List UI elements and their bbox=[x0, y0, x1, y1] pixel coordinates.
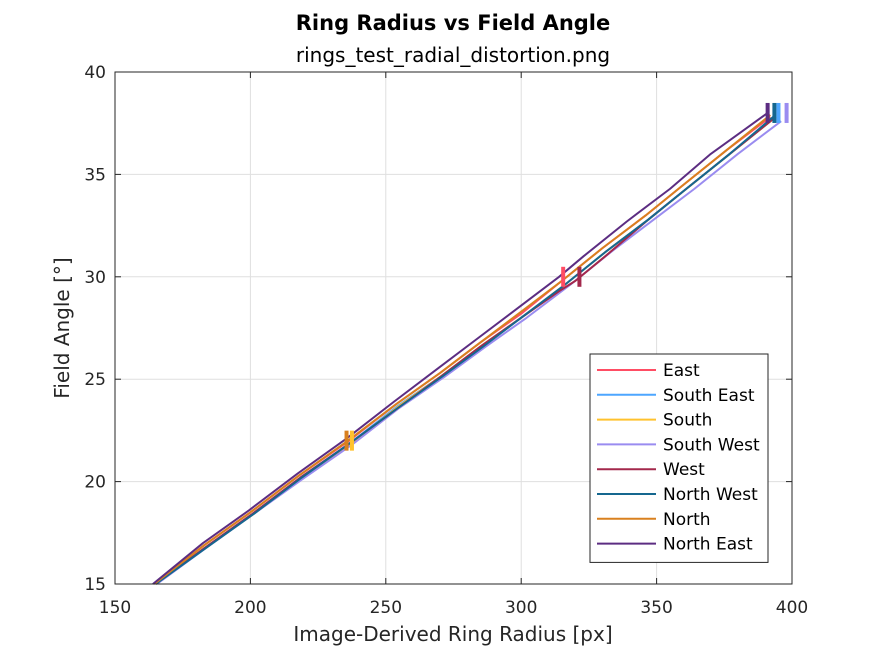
legend-label-south-east: South East bbox=[663, 386, 755, 406]
legend-label-south: South bbox=[663, 411, 712, 431]
y-axis-label: Field Angle [°] bbox=[50, 257, 74, 398]
legend-label-north: North bbox=[663, 510, 711, 530]
x-tick-label: 350 bbox=[640, 598, 672, 618]
x-tick-label: 300 bbox=[505, 598, 537, 618]
series-layer bbox=[152, 102, 789, 585]
legend-label-east: East bbox=[663, 361, 700, 381]
legend-label-south-west: South West bbox=[663, 435, 760, 455]
series-line-north-east bbox=[152, 112, 769, 585]
y-tick-label: 30 bbox=[84, 268, 106, 288]
y-tick-label: 35 bbox=[84, 165, 106, 185]
x-axis-label: Image-Derived Ring Radius [px] bbox=[293, 622, 612, 646]
legend-label-north-east: North East bbox=[663, 535, 753, 555]
x-tick-label: 200 bbox=[234, 598, 266, 618]
series-line-north bbox=[153, 114, 771, 585]
tick-labels: 150 200 250 300 350 400 15 20 25 30 35 40 bbox=[84, 63, 808, 618]
y-tick-label: 25 bbox=[84, 370, 106, 390]
legend-label-north-west: North West bbox=[663, 485, 758, 505]
y-tick-label: 15 bbox=[84, 575, 106, 595]
legend-box bbox=[589, 353, 769, 563]
series-line-north-west bbox=[155, 116, 774, 585]
plot-frame bbox=[114, 71, 793, 585]
chart-title: Ring Radius vs Field Angle bbox=[296, 11, 611, 35]
x-tick-label: 250 bbox=[370, 598, 402, 618]
y-tick-label: 20 bbox=[84, 473, 106, 493]
legend: East South East South South West West North W… bbox=[589, 353, 769, 563]
x-tick-label: 150 bbox=[99, 598, 131, 618]
legend-label-west: West bbox=[663, 460, 705, 480]
chart-subtitle: rings_test_radial_distortion.png bbox=[296, 43, 610, 67]
x-tick-label: 400 bbox=[776, 598, 808, 618]
y-tick-label: 40 bbox=[84, 63, 106, 83]
